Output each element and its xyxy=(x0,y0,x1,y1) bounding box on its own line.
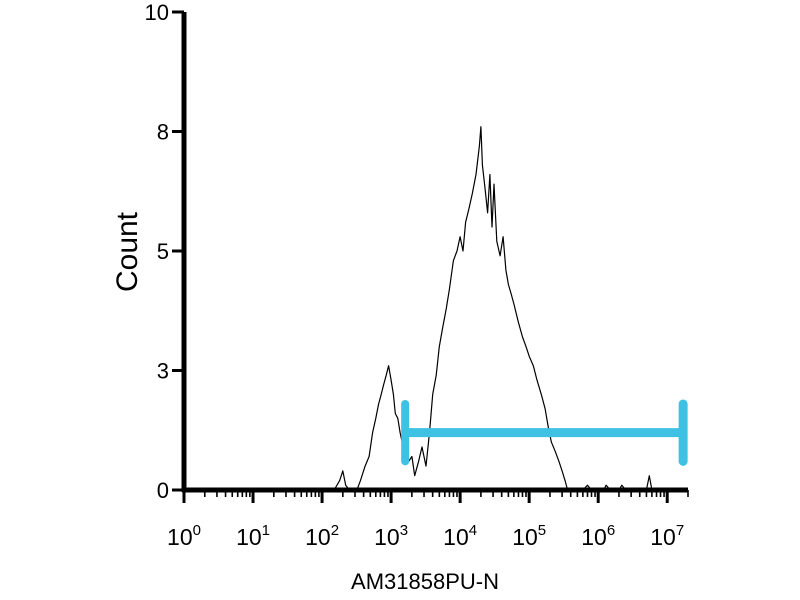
x-tick-label: 101 xyxy=(236,522,270,550)
x-tick-label: 104 xyxy=(443,522,477,550)
y-axis-ticks: 0 3 5 8 10 xyxy=(145,0,184,503)
x-tick-label: 102 xyxy=(305,522,339,550)
x-axis-ticks: 100 101 102 103 104 105 106 107 xyxy=(167,490,684,550)
x-axis-label: AM31858PU-N xyxy=(351,569,499,594)
x-tick-label: 100 xyxy=(167,522,201,550)
y-tick-label: 0 xyxy=(157,478,169,503)
x-tick-label: 103 xyxy=(374,522,408,550)
plot-area xyxy=(181,12,688,493)
x-tick-label: 106 xyxy=(581,522,615,550)
x-tick-label: 107 xyxy=(650,522,684,550)
histogram-series-0 xyxy=(333,126,688,491)
y-tick-label: 3 xyxy=(157,359,169,384)
y-tick-label: 5 xyxy=(157,239,169,264)
y-tick-label: 8 xyxy=(157,120,169,145)
y-axis-label: Count xyxy=(111,211,144,292)
x-tick-label: 105 xyxy=(512,522,546,550)
y-tick-label: 10 xyxy=(145,0,169,25)
